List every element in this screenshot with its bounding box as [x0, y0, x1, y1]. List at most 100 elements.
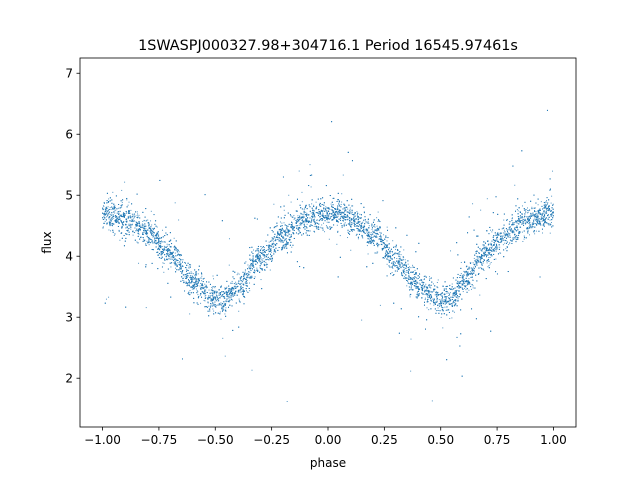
data-point [423, 276, 425, 278]
data-point [183, 280, 185, 282]
data-point [339, 204, 341, 206]
data-point [539, 212, 541, 214]
data-point [231, 299, 233, 301]
data-point [463, 270, 465, 272]
data-point [476, 250, 478, 252]
data-point [256, 250, 258, 252]
data-point [326, 221, 328, 223]
data-point [262, 251, 264, 253]
data-point [471, 267, 473, 269]
data-point [337, 199, 339, 201]
data-point [417, 296, 419, 298]
data-point [303, 214, 305, 216]
data-point [436, 292, 438, 294]
data-point [126, 221, 128, 223]
data-point [377, 233, 379, 235]
data-point [118, 207, 120, 209]
data-point [527, 207, 528, 209]
data-point [377, 246, 379, 248]
data-point [249, 272, 251, 274]
data-point [286, 235, 288, 237]
data-point [480, 258, 482, 260]
data-point [475, 258, 477, 260]
data-point [368, 222, 370, 224]
data-point [332, 214, 334, 216]
data-point [429, 303, 431, 305]
data-point [349, 211, 351, 213]
data-point [349, 210, 351, 212]
data-point [190, 272, 192, 274]
data-point [103, 205, 105, 207]
data-point [250, 265, 252, 267]
data-point [247, 291, 249, 293]
data-point [157, 254, 159, 256]
data-point [369, 233, 371, 235]
data-point [163, 247, 165, 249]
data-point [136, 230, 138, 232]
data-point [214, 293, 216, 295]
data-point [179, 255, 181, 257]
data-point [261, 248, 263, 250]
data-point [537, 220, 539, 222]
data-point [264, 257, 266, 259]
data-point [148, 244, 150, 246]
data-point [516, 222, 518, 224]
data-point [186, 276, 188, 278]
data-point [255, 255, 257, 257]
data-point [347, 216, 349, 218]
data-point [550, 222, 552, 224]
data-point [423, 287, 425, 289]
data-point [462, 277, 464, 279]
data-point [403, 249, 405, 251]
data-point [366, 245, 368, 247]
data-point [501, 236, 503, 238]
data-point [507, 232, 509, 234]
data-point [332, 197, 334, 199]
data-point [407, 263, 409, 265]
data-point [275, 235, 277, 237]
data-point [540, 216, 542, 218]
data-point [416, 277, 418, 279]
data-point [458, 300, 460, 302]
data-point [144, 227, 146, 229]
data-point [188, 284, 190, 286]
data-point [534, 207, 536, 209]
data-point [440, 316, 442, 318]
data-point [238, 310, 240, 312]
data-point [142, 234, 144, 236]
data-point [208, 289, 210, 291]
data-point [342, 219, 344, 221]
data-point [111, 218, 113, 220]
data-point [300, 224, 302, 226]
data-point [249, 290, 251, 292]
data-point [320, 215, 322, 217]
data-point [185, 281, 187, 283]
data-point [200, 302, 202, 304]
data-point [286, 241, 288, 243]
data-point [257, 269, 259, 271]
data-point [303, 222, 305, 224]
data-point [188, 283, 190, 285]
data-point [323, 217, 325, 219]
data-point [399, 265, 401, 267]
data-point [175, 267, 177, 269]
data-point [188, 265, 190, 267]
data-point [246, 277, 248, 279]
data-point [425, 283, 427, 285]
data-point [212, 290, 214, 292]
data-point [302, 213, 304, 215]
data-point [169, 240, 171, 242]
data-point [244, 296, 246, 298]
data-point [424, 297, 426, 299]
data-point [162, 229, 164, 231]
data-point [285, 233, 287, 235]
data-point [152, 236, 154, 238]
data-point [135, 230, 137, 232]
data-point [341, 215, 343, 217]
data-point [531, 206, 533, 208]
data-point [156, 226, 158, 228]
data-point [521, 213, 523, 215]
data-point [386, 240, 388, 242]
data-point [170, 256, 172, 258]
data-point [347, 237, 349, 239]
